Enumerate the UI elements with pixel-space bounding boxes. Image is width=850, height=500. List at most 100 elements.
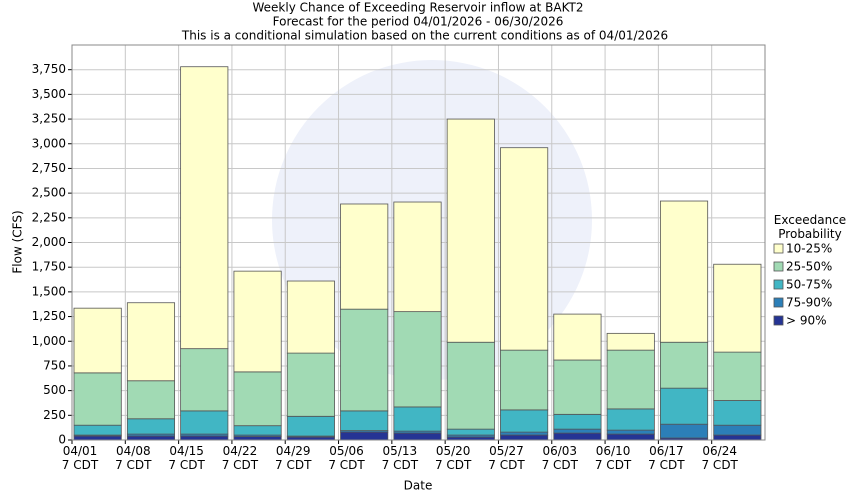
bar-segment	[713, 351, 762, 401]
bar-segment	[606, 429, 655, 435]
bar-segment	[659, 387, 709, 425]
x-tick-label: 04/08 7 CDT	[115, 444, 152, 472]
y-tick-label: 2,750	[32, 161, 66, 175]
x-tick-label: 06/03 7 CDT	[542, 444, 579, 472]
bar-segment	[126, 418, 176, 435]
bar-segment	[393, 432, 442, 441]
legend-label: 25-50%	[786, 260, 832, 274]
bar-segment	[340, 203, 389, 310]
x-tick-label: 05/13 7 CDT	[382, 444, 419, 472]
bar-segment	[180, 410, 229, 435]
y-tick-label: 500	[43, 383, 66, 397]
x-tick-label: 05/06 7 CDT	[328, 444, 365, 472]
bar-segment	[286, 415, 335, 437]
bar-segment	[393, 406, 442, 432]
bar-segment	[713, 400, 762, 426]
bar-segment	[500, 147, 549, 351]
y-axis-label: Flow (CFS)	[11, 210, 25, 273]
bar-segment	[553, 359, 602, 415]
x-tick-label: 04/01 7 CDT	[62, 444, 99, 472]
bar-segment	[233, 371, 282, 427]
y-tick-label: 0	[58, 433, 66, 447]
bar-segment	[393, 311, 442, 408]
x-axis-label: Date	[404, 479, 433, 493]
bar-segment	[126, 302, 176, 382]
bar-segment	[713, 434, 762, 441]
bar-segment	[659, 423, 709, 439]
bar-segment	[180, 66, 229, 350]
bar-segment	[500, 349, 549, 411]
bar-segment	[500, 431, 549, 436]
y-tick-label: 3,750	[32, 62, 66, 76]
bar-segment	[340, 431, 389, 441]
x-tick-label: 04/15 7 CDT	[168, 444, 205, 472]
y-tick-label: 2,500	[32, 186, 66, 200]
x-tick-label: 05/20 7 CDT	[435, 444, 472, 472]
y-tick-label: 3,500	[32, 87, 66, 101]
y-tick-label: 1,750	[32, 260, 66, 274]
bar-segment	[553, 428, 602, 434]
y-tick-label: 2,000	[32, 235, 66, 249]
bar-segment	[446, 341, 495, 430]
bar-segment	[553, 313, 602, 361]
legend-swatch	[773, 315, 784, 326]
bar-segment	[659, 341, 709, 389]
x-tick-label: 05/27 7 CDT	[488, 444, 525, 472]
y-tick-label: 1,000	[32, 334, 66, 348]
y-tick-label: 3,250	[32, 112, 66, 126]
bar-segment	[500, 409, 549, 433]
bar-segment	[126, 380, 176, 420]
bar-segment	[73, 424, 122, 436]
y-tick-label: 750	[43, 358, 66, 372]
bar-segment	[340, 308, 389, 412]
bar-segment	[659, 200, 709, 343]
bar-segment	[286, 280, 335, 354]
y-tick-label: 1,500	[32, 284, 66, 298]
x-tick-label: 06/17 7 CDT	[648, 444, 685, 472]
legend-swatch	[773, 297, 784, 308]
chart-note: This is a conditional simulation based o…	[181, 29, 668, 43]
bar-segment	[446, 428, 495, 436]
bar-segment	[606, 332, 655, 351]
bar-segment	[393, 201, 442, 313]
bar-segment	[553, 432, 602, 441]
bar-segment	[713, 424, 762, 436]
legend-swatch	[773, 261, 784, 272]
legend-swatch	[773, 279, 784, 290]
legend-label: > 90%	[786, 314, 827, 328]
bar-segment	[553, 413, 602, 430]
x-tick-label: 06/10 7 CDT	[595, 444, 632, 472]
x-tick-label: 06/24 7 CDT	[701, 444, 738, 472]
bar-segment	[446, 118, 495, 343]
bar-segment	[233, 436, 282, 441]
bar-segment	[606, 433, 655, 441]
bar-segment	[233, 425, 282, 436]
y-tick-label: 2,250	[32, 210, 66, 224]
chart-subtitle: Forecast for the period 04/01/2026 - 06/…	[273, 15, 564, 29]
legend-label: 50-75%	[786, 278, 832, 292]
bar-segment	[73, 307, 122, 374]
y-tick-label: 250	[43, 408, 66, 422]
bar-segment	[73, 372, 122, 426]
legend-label: 75-90%	[786, 296, 832, 310]
bar-segment	[233, 270, 282, 373]
bar-segment	[713, 263, 762, 353]
bar-segment	[500, 434, 549, 441]
legend-label: 10-25%	[786, 242, 832, 256]
legend-swatch	[773, 243, 784, 254]
y-tick-label: 3,000	[32, 136, 66, 150]
plot-border	[71, 44, 766, 441]
bar-segment	[73, 435, 122, 441]
y-tick-label: 1,250	[32, 309, 66, 323]
bar-segment	[180, 348, 229, 412]
bar-segment	[606, 408, 655, 431]
x-tick-label: 04/22 7 CDT	[222, 444, 259, 472]
bar-segment	[286, 352, 335, 417]
bar-segment	[340, 410, 389, 432]
bar-segment	[180, 435, 229, 441]
bar-segment	[126, 435, 176, 441]
chart-title: Weekly Chance of Exceeding Reservoir inf…	[252, 1, 583, 15]
bar-segment	[606, 349, 655, 410]
x-tick-label: 04/29 7 CDT	[275, 444, 312, 472]
